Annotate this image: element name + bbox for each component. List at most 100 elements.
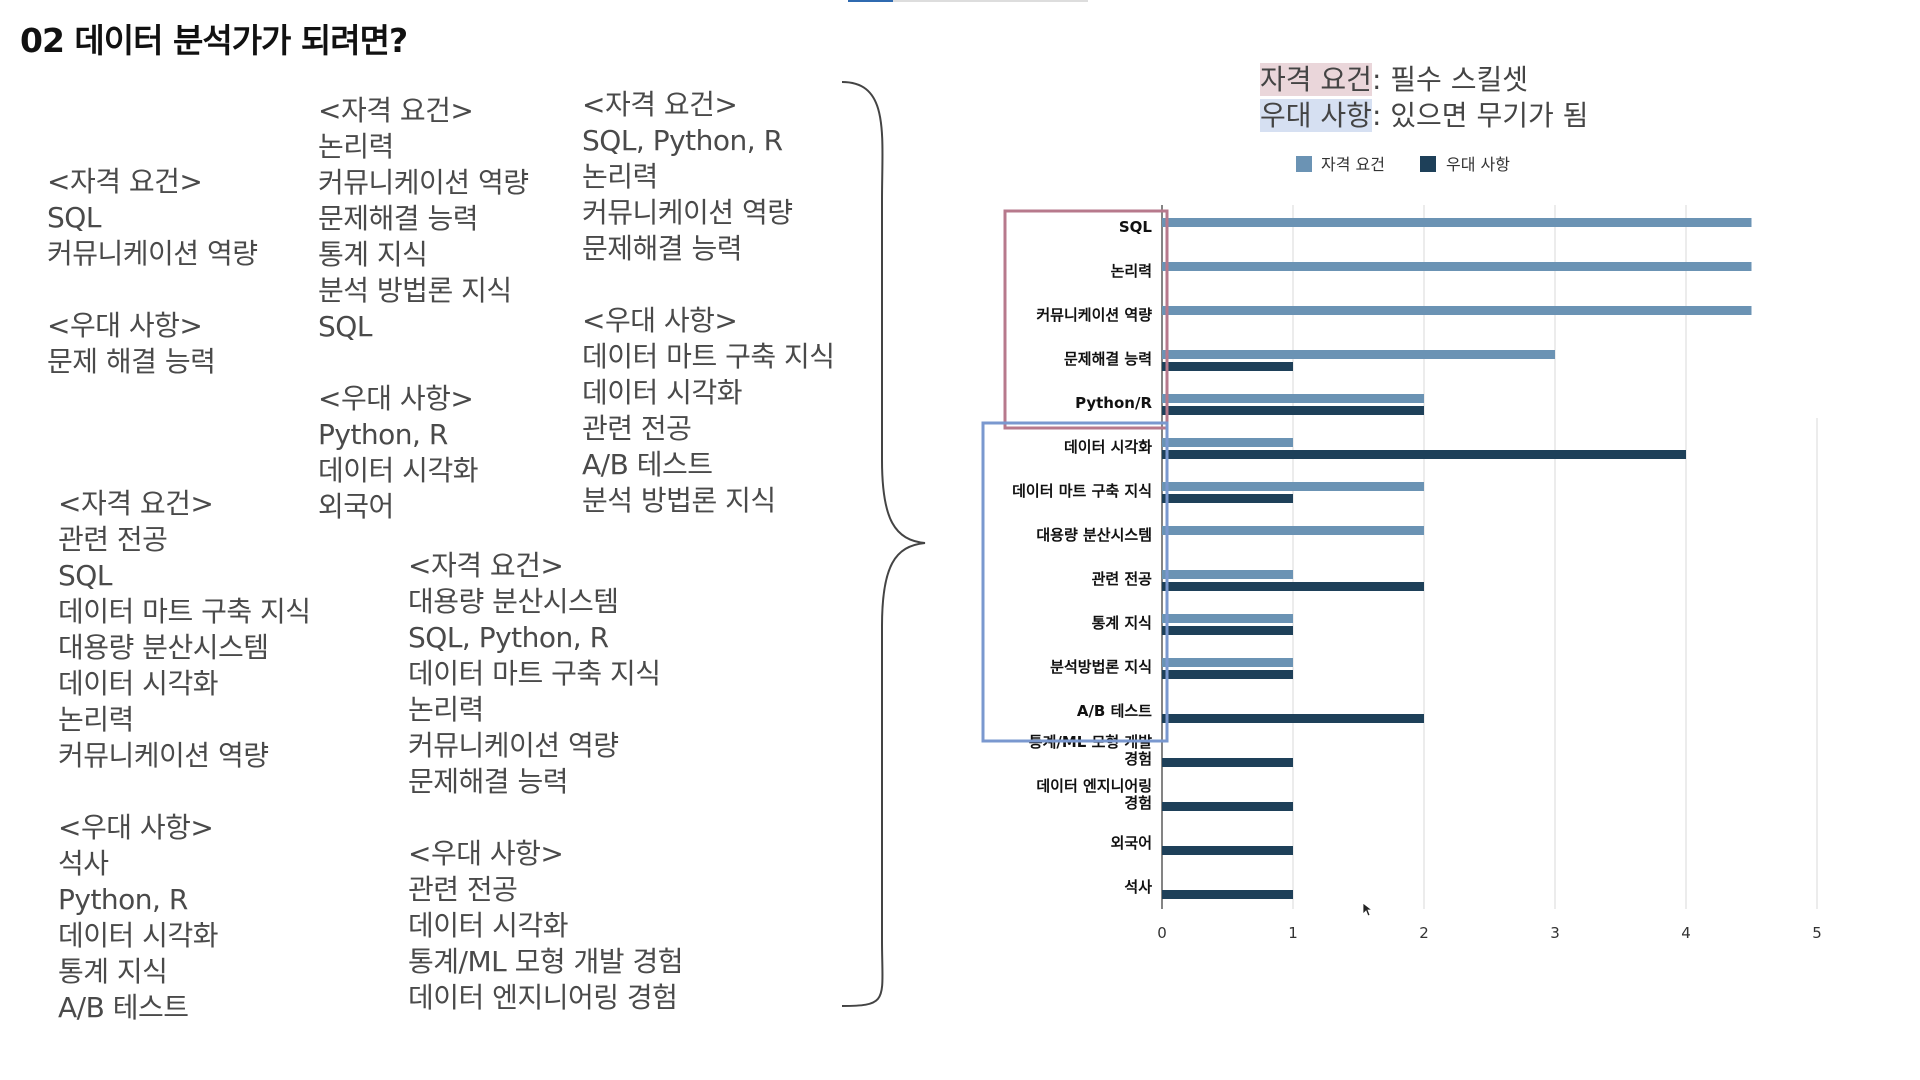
bar-required	[1162, 438, 1293, 447]
category-label: 문제해결 능력	[1064, 350, 1152, 368]
category-label: 분석방법론 지식	[1050, 658, 1152, 676]
block-item: 통계 지식	[318, 238, 428, 271]
x-tick-label: 4	[1681, 924, 1691, 942]
block-item: 커뮤니케이션 역량	[318, 166, 529, 199]
block-item: 문제 해결 능력	[47, 345, 216, 378]
top-progress-track	[848, 0, 1088, 2]
requirement-block-2: <자격 요건> 논리력 커뮤니케이션 역량 문제해결 능력 통계 지식 분석 방법론 지식…	[318, 93, 529, 525]
block-item: 커뮤니케이션 역량	[47, 237, 258, 270]
block-item: 커뮤니케이션 역량	[58, 739, 269, 772]
category-label: 외국어	[1111, 834, 1152, 852]
note-text-preferred: : 있으면 무기가 됨	[1371, 99, 1589, 132]
category-label: 대용량 분산시스템	[1036, 526, 1152, 544]
category-label: 통계 지식	[1092, 614, 1152, 632]
legend-note-required: 자격 요건: 필수 스킬셋	[1260, 58, 1528, 98]
x-tick-label: 1	[1288, 924, 1298, 942]
block-item: 데이터 시각화	[58, 919, 218, 952]
x-tick-label: 0	[1157, 924, 1167, 942]
mouse-cursor-icon	[1362, 902, 1374, 917]
category-label: 데이터 엔지니어링 경험	[1036, 777, 1152, 812]
block-item: SQL	[58, 559, 112, 592]
block-item: 데이터 시각화	[582, 376, 742, 409]
block-item: 문제해결 능력	[408, 765, 568, 798]
note-key-required: 자격 요건	[1260, 63, 1372, 96]
block-heading: <우대 사항>	[58, 811, 214, 844]
block-item: A/B 테스트	[582, 448, 713, 481]
category-label: A/B 테스트	[1077, 702, 1152, 720]
category-label: 데이터 시각화	[1064, 438, 1152, 456]
highlight-box-preferred	[981, 421, 1169, 743]
block-heading: <자격 요건>	[582, 88, 738, 121]
block-item: 통계 지식	[58, 955, 168, 988]
legend-swatch-required	[1296, 156, 1312, 172]
block-heading: <자격 요건>	[58, 487, 214, 520]
bar-required	[1162, 262, 1752, 271]
block-heading: <자격 요건>	[408, 549, 564, 582]
block-item: SQL, Python, R	[582, 124, 783, 157]
block-item: 대용량 분산시스템	[408, 585, 619, 618]
block-item: 대용량 분산시스템	[58, 631, 269, 664]
block-item: A/B 테스트	[58, 991, 189, 1024]
block-item: SQL, Python, R	[408, 621, 609, 654]
legend-note-preferred: 우대 사항: 있으면 무기가 됨	[1260, 94, 1588, 134]
x-tick-label: 5	[1812, 924, 1822, 942]
bar-preferred	[1162, 626, 1293, 635]
block-item: 외국어	[318, 490, 394, 523]
bar-preferred	[1162, 362, 1293, 371]
bar-required	[1162, 350, 1555, 359]
block-item: 논리력	[58, 703, 134, 736]
block-item: 논리력	[582, 160, 658, 193]
legend-label-required: 자격 요건	[1321, 155, 1385, 174]
bar-preferred	[1162, 714, 1424, 723]
category-label: Python/R	[1075, 394, 1152, 412]
x-tick-label: 2	[1419, 924, 1429, 942]
bar-preferred	[1162, 758, 1293, 767]
block-heading: <우대 사항>	[408, 837, 564, 870]
block-item: 문제해결 능력	[582, 232, 742, 265]
category-label: 통계/ML 모형 개발 경험	[1029, 733, 1152, 768]
note-key-preferred: 우대 사항	[1260, 99, 1372, 132]
block-item: 데이터 마트 구축 지식	[582, 340, 835, 373]
legend-swatch-preferred	[1420, 156, 1436, 172]
block-item: 데이터 시각화	[58, 667, 218, 700]
block-item: 관련 전공	[58, 523, 168, 556]
bar-preferred	[1162, 802, 1293, 811]
legend-label-preferred: 우대 사항	[1446, 155, 1510, 174]
block-heading: <자격 요건>	[318, 94, 474, 127]
block-item: SQL	[318, 310, 372, 343]
bar-required	[1162, 658, 1293, 667]
bar-preferred	[1162, 450, 1686, 459]
bar-required	[1162, 526, 1424, 535]
category-label: 커뮤니케이션 역량	[1036, 306, 1152, 324]
block-item: Python, R	[58, 883, 188, 916]
bar-preferred	[1162, 846, 1293, 855]
bar-required	[1162, 306, 1752, 315]
bar-required	[1162, 570, 1293, 579]
block-item: 데이터 시각화	[408, 909, 568, 942]
x-tick-label: 3	[1550, 924, 1560, 942]
requirement-block-5: <자격 요건> 대용량 분산시스템 SQL, Python, R 데이터 마트 구축 …	[408, 548, 683, 1016]
block-item: 데이터 마트 구축 지식	[408, 657, 661, 690]
block-item: 분석 방법론 지식	[582, 484, 776, 517]
category-label: 관련 전공	[1092, 570, 1153, 588]
block-item: 관련 전공	[582, 412, 692, 445]
requirement-block-1: <자격 요건> SQL 커뮤니케이션 역량 <우대 사항> 문제 해결 능력	[47, 164, 258, 380]
bar-preferred	[1162, 890, 1293, 899]
highlight-box-required	[1003, 209, 1169, 430]
block-item: 논리력	[408, 693, 484, 726]
category-label: 데이터 마트 구축 지식	[1012, 482, 1152, 500]
bar-required	[1162, 482, 1424, 491]
block-item: 커뮤니케이션 역량	[582, 196, 793, 229]
bar-preferred	[1162, 582, 1424, 591]
block-item: 데이터 마트 구축 지식	[58, 595, 311, 628]
category-label: SQL	[1119, 218, 1153, 236]
block-item: 분석 방법론 지식	[318, 274, 512, 307]
block-heading: <우대 사항>	[47, 309, 203, 342]
block-item: 문제해결 능력	[318, 202, 478, 235]
curly-brace	[841, 81, 926, 1007]
block-item: 통계/ML 모형 개발 경험	[408, 945, 683, 978]
category-label: 석사	[1124, 878, 1152, 896]
bar-preferred	[1162, 494, 1293, 503]
block-item: 석사	[58, 847, 109, 880]
